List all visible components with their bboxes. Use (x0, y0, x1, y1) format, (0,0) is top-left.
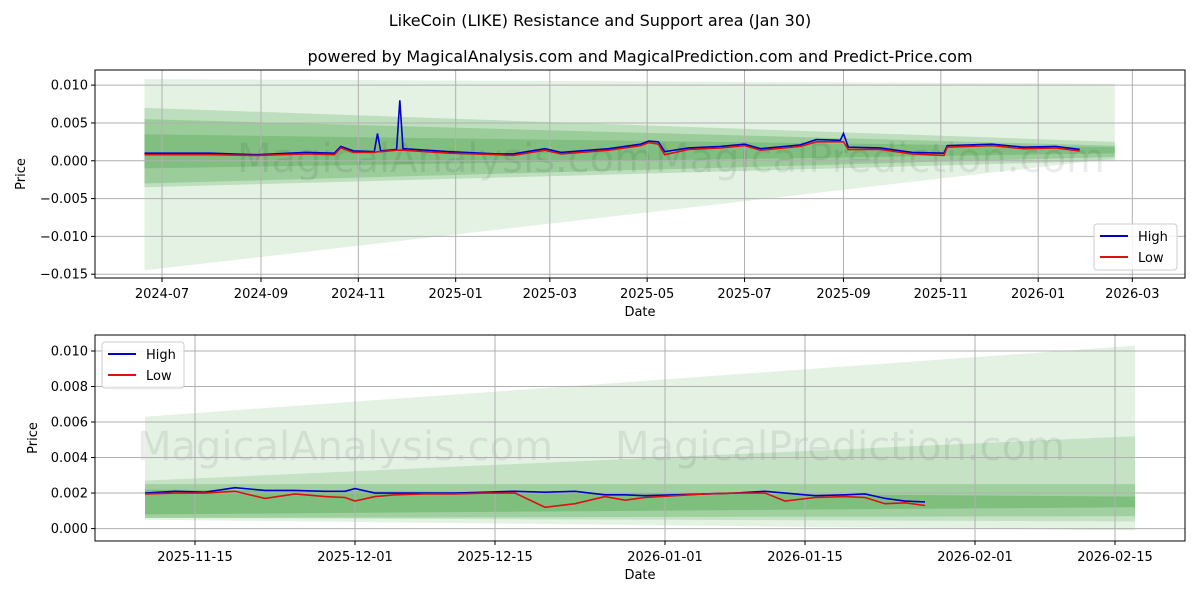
legend: High Low (101, 341, 185, 389)
legend: High Low (1093, 223, 1178, 271)
x-tick-label: 2026-01 (1011, 287, 1065, 302)
x-tick-label: 2025-05 (620, 287, 674, 302)
x-tick-label: 2024-07 (135, 287, 189, 302)
support-resistance-band (144, 119, 1115, 184)
series-line-low (144, 141, 1080, 157)
x-tick-label: 2025-11 (914, 287, 968, 302)
y-axis-label: Price (14, 158, 29, 190)
x-tick-label: 2024-11 (331, 287, 385, 302)
chart-subtitle: powered by MagicalAnalysis.com and Magic… (307, 47, 972, 66)
support-resistance-band (145, 345, 1135, 531)
y-tick-label: 0.004 (51, 451, 88, 466)
series-line-high (144, 100, 1080, 156)
legend-label-low: Low (146, 369, 172, 384)
x-tick-label: 2026-01-01 (627, 550, 703, 565)
x-tick-label: 2025-12-01 (317, 550, 393, 565)
legend-label-high: High (1138, 230, 1168, 245)
y-tick-label: 0.000 (51, 522, 88, 537)
watermark-text: MagicalAnalysis.com (137, 424, 553, 470)
x-tick-label: 2026-03 (1105, 287, 1159, 302)
support-resistance-band (144, 79, 1115, 271)
plot-frame (94, 334, 1186, 542)
watermark-text: MagicalAnalysis.com (237, 136, 653, 182)
x-tick-label: 2026-02-01 (937, 550, 1013, 565)
x-tick-label: 2026-01-15 (767, 550, 843, 565)
y-axis-label: Price (26, 422, 41, 454)
y-tick-label: −0.015 (40, 268, 88, 283)
watermark-text: MagicalPrediction.com (655, 136, 1105, 182)
y-tick-label: 0.008 (51, 380, 88, 395)
x-axis-label: Date (624, 305, 655, 320)
y-tick-label: 0.010 (51, 344, 88, 359)
x-tick-label: 2024-09 (234, 287, 288, 302)
legend-label-low: Low (1138, 251, 1164, 266)
legend-label-high: High (146, 348, 176, 363)
x-tick-label: 2025-03 (523, 287, 577, 302)
plot-frame (94, 69, 1186, 279)
x-tick-label: 2025-01 (429, 287, 483, 302)
support-resistance-band (144, 134, 1115, 169)
x-tick-label: 2025-12-15 (457, 550, 533, 565)
y-tick-label: 0.010 (51, 79, 88, 94)
chart-panel-2: MagicalAnalysis.com MagicalPrediction.com… (26, 334, 1186, 583)
x-tick-label: 2025-09 (816, 287, 870, 302)
x-tick-label: 2025-07 (717, 287, 771, 302)
y-tick-label: −0.005 (40, 192, 88, 207)
watermark-text: MagicalPrediction.com (615, 424, 1065, 470)
y-tick-label: −0.010 (40, 230, 88, 245)
y-tick-label: 0.000 (51, 154, 88, 169)
series-line-high (144, 486, 926, 503)
x-axis-label: Date (624, 568, 655, 583)
series-line-low (144, 490, 926, 509)
y-tick-label: 0.002 (51, 487, 88, 502)
y-tick-label: 0.006 (51, 416, 88, 431)
x-tick-label: 2026-02-15 (1077, 550, 1153, 565)
chart-title: LikeCoin (LIKE) Resistance and Support a… (389, 11, 812, 30)
x-tick-label: 2025-11-15 (157, 550, 233, 565)
chart-panel-1: MagicalAnalysis.com MagicalPrediction.com… (14, 69, 1186, 320)
y-tick-label: 0.005 (51, 116, 88, 131)
